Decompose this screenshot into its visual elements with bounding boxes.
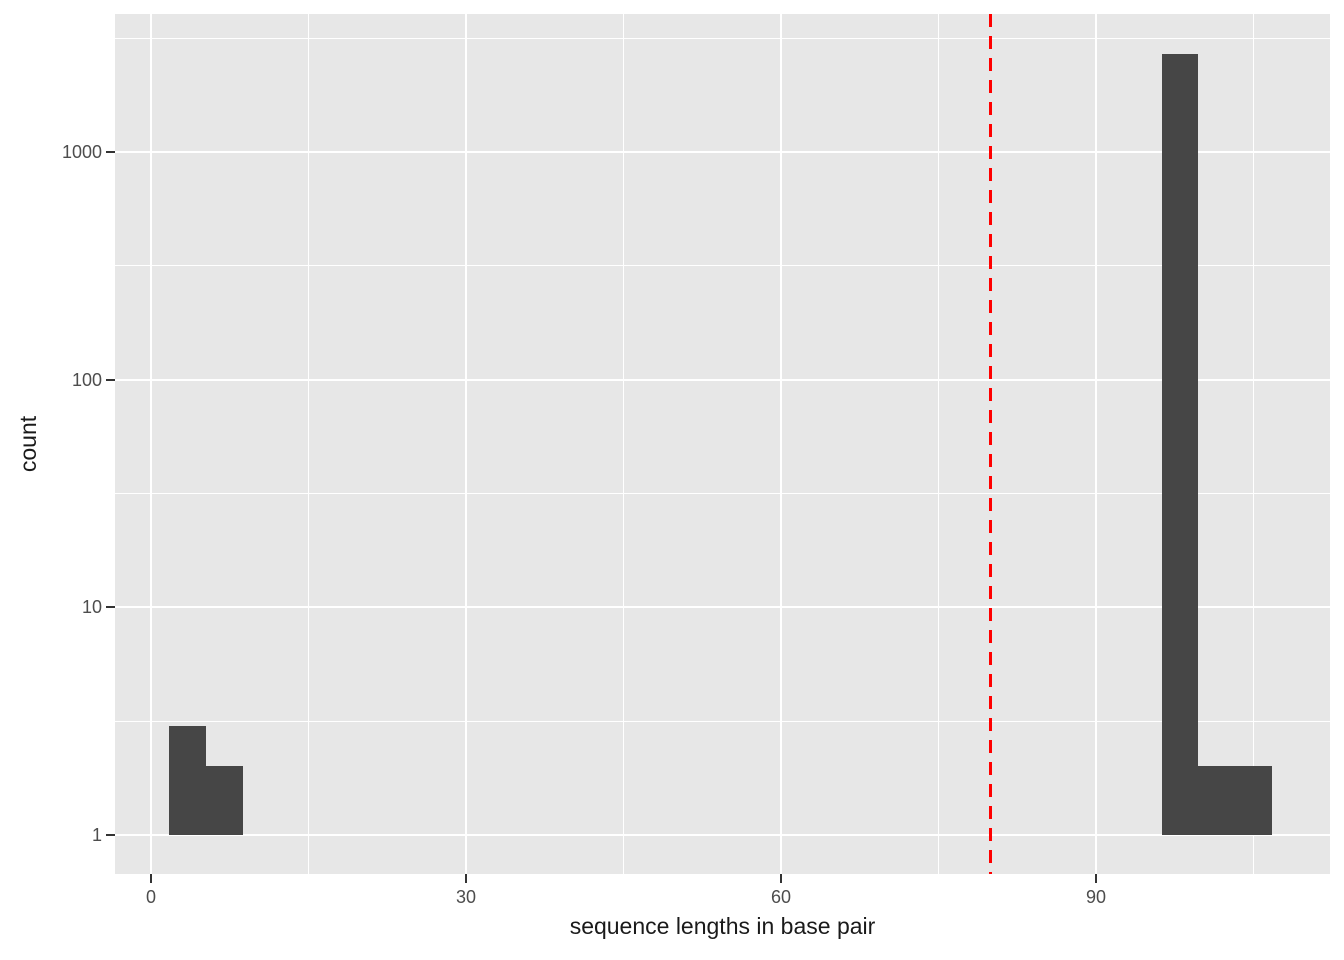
histogram-bar <box>1198 766 1236 835</box>
y-axis-tick <box>106 151 115 154</box>
x-axis-tick <box>464 874 467 883</box>
y-axis-tick <box>106 606 115 609</box>
grid-minor-horizontal <box>115 492 1330 494</box>
x-axis-title: sequence lengths in base pair <box>569 913 876 939</box>
x-axis-tick <box>779 874 782 883</box>
histogram-bar <box>169 726 207 835</box>
grid-minor-vertical <box>308 14 309 874</box>
y-axis-tick-label: 1000 <box>61 142 102 163</box>
grid-major-vertical <box>1094 14 1097 874</box>
x-axis-tick <box>1094 874 1097 883</box>
x-axis-tick-label: 30 <box>455 887 476 907</box>
x-axis-tick-label: 60 <box>770 887 791 907</box>
grid-major-vertical <box>464 14 467 874</box>
threshold-vline <box>989 14 993 874</box>
grid-major-horizontal <box>115 151 1330 154</box>
plot-panel <box>115 14 1330 874</box>
x-axis-tick-label: 0 <box>145 887 156 907</box>
grid-major-vertical <box>150 14 152 874</box>
grid-minor-horizontal <box>115 720 1330 722</box>
grid-minor-horizontal <box>115 265 1330 267</box>
grid-major-horizontal <box>115 606 1330 609</box>
grid-major-vertical <box>779 14 782 874</box>
histogram-bar <box>1161 53 1199 835</box>
grid-minor-vertical <box>937 14 939 874</box>
grid-minor-vertical <box>622 14 624 874</box>
y-axis-tick <box>106 378 115 381</box>
y-axis-title: count <box>15 415 41 473</box>
grid-minor-vertical <box>1252 14 1254 874</box>
y-axis-tick-label: 100 <box>71 369 102 390</box>
x-axis-tick <box>150 874 152 883</box>
histogram-bar <box>1235 766 1272 835</box>
y-axis-tick-label: 1 <box>91 824 102 845</box>
y-axis-tick <box>106 833 115 836</box>
x-axis-tick-label: 90 <box>1085 887 1106 907</box>
grid-minor-horizontal <box>115 37 1330 39</box>
y-axis-tick-label: 10 <box>81 597 102 618</box>
histogram-bar <box>206 766 243 835</box>
grid-major-horizontal <box>115 378 1330 381</box>
grid-major-horizontal <box>115 833 1330 836</box>
